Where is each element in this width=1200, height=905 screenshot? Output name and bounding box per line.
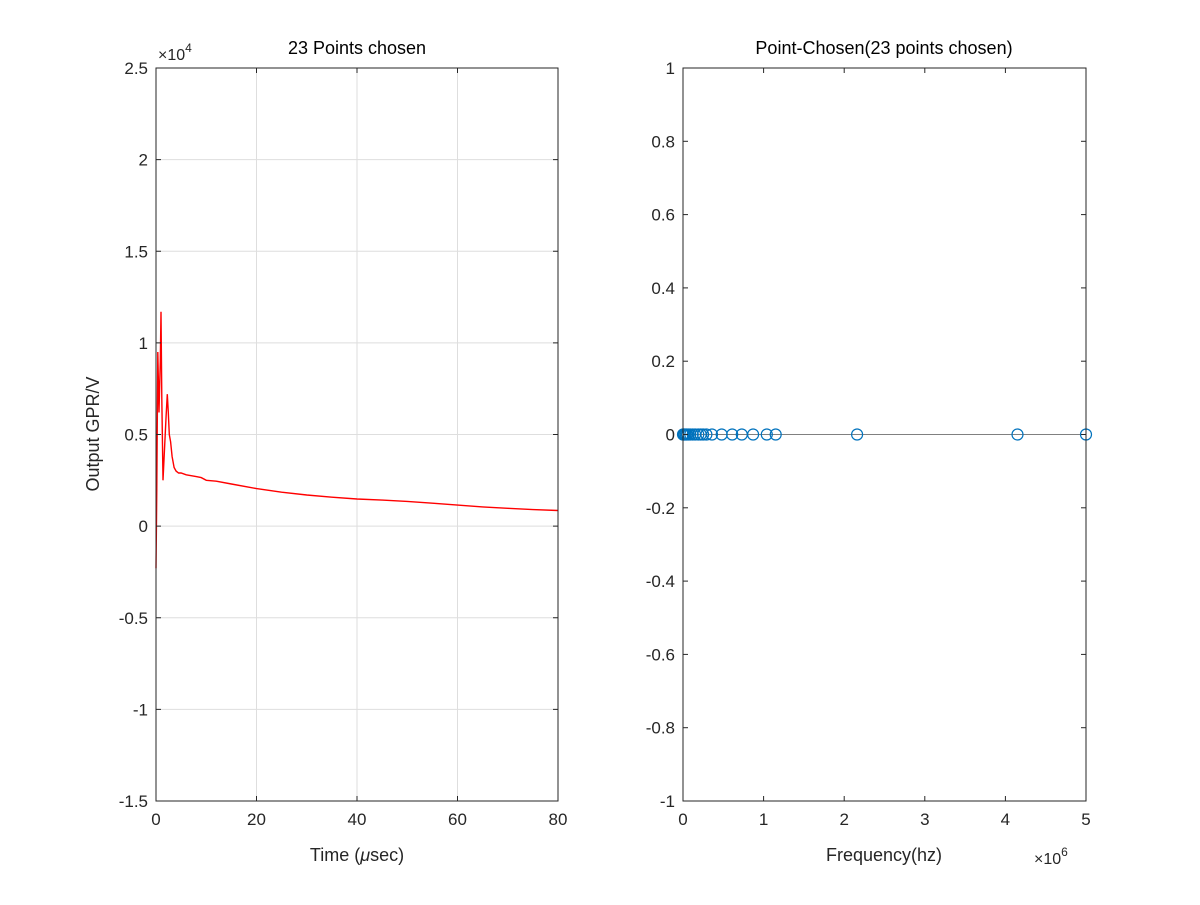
right-axes: 0 1 2 3 4 5 -1 -0.8 -0.6 -0.4 -0.2 0 0.2 0.4 0.6 0.8 1 P… — [646, 38, 1093, 868]
left-y-tick-label: 0 — [139, 517, 148, 536]
left-y-tick-label: -1 — [133, 700, 148, 719]
right-scatter-point — [769, 428, 782, 441]
left-x-tick-label: 0 — [151, 810, 160, 829]
right-chart-title: Point-Chosen(23 points chosen) — [755, 38, 1012, 58]
right-x-tick-label: 0 — [678, 810, 687, 829]
right-x-tick-label: 4 — [1001, 810, 1010, 829]
right-scatter-point — [696, 428, 710, 441]
right-scatter-point — [705, 428, 719, 441]
left-y-tick-label: 2 — [139, 151, 148, 170]
left-series — [155, 311, 559, 569]
right-y-tick-label: -0.2 — [646, 499, 675, 518]
right-x-axis-label: Frequency(hz) — [826, 845, 942, 865]
left-series-line — [155, 311, 559, 569]
right-y-tick-label: 1 — [666, 59, 675, 78]
right-x-tick-label: 1 — [759, 810, 768, 829]
left-x-tick-label: 80 — [549, 810, 568, 829]
left-y-tick-label: -1.5 — [119, 792, 148, 811]
left-grid — [155, 67, 559, 802]
right-scatter-point — [700, 428, 713, 441]
right-y-tick-label: 0.8 — [651, 132, 675, 151]
left-y-tick-label: 1.5 — [124, 242, 148, 261]
right-y-tick-label: 0 — [666, 426, 675, 445]
right-y-tick-label: -0.8 — [646, 719, 675, 738]
left-x-tick-label: 60 — [448, 810, 467, 829]
right-scatter-point — [746, 428, 760, 441]
right-y-tick-label: 0.4 — [651, 279, 675, 298]
right-x-tick-label: 3 — [920, 810, 929, 829]
left-ticks: 0 20 40 60 80 -1.5 -1 -0.5 0 0.5 1 1.5 2 2.5 — [119, 59, 568, 829]
right-y-tick-label: -0.4 — [646, 572, 675, 591]
left-x-tick-label: 20 — [247, 810, 266, 829]
left-y-axis-label: Output GPR/V — [83, 376, 103, 491]
left-chart-title: 23 Points chosen — [288, 38, 426, 58]
right-scatter-point — [850, 428, 864, 441]
right-y-tick-label: 0.6 — [651, 206, 675, 225]
left-y-tick-label: 1 — [139, 334, 148, 353]
right-x-tick-label: 5 — [1081, 810, 1090, 829]
right-ticks: 0 1 2 3 4 5 -1 -0.8 -0.6 -0.4 -0.2 0 0.2 0.4 0.6 0.8 1 — [646, 59, 1091, 829]
right-scatter-point — [726, 428, 739, 441]
right-scatter-point — [760, 428, 773, 441]
left-y-tick-label: 2.5 — [124, 59, 148, 78]
left-y-tick-label: -0.5 — [119, 609, 148, 628]
left-x-tick-label: 40 — [348, 810, 367, 829]
left-y-tick-label: 0.5 — [124, 426, 148, 445]
right-y-tick-label: -0.6 — [646, 645, 675, 664]
left-x-axis-label: Time (μsec) — [310, 845, 404, 865]
right-scatter-point — [1011, 428, 1024, 441]
left-y-exponent: ×104 — [158, 41, 192, 64]
right-y-tick-label: 0.2 — [651, 352, 675, 371]
right-x-exponent: ×106 — [1034, 845, 1068, 868]
right-x-tick-label: 2 — [839, 810, 848, 829]
right-y-tick-label: -1 — [660, 792, 675, 811]
left-axes: 0 20 40 60 80 -1.5 -1 -0.5 0 0.5 1 1.5 2 2.5 23 Point… — [83, 38, 567, 865]
